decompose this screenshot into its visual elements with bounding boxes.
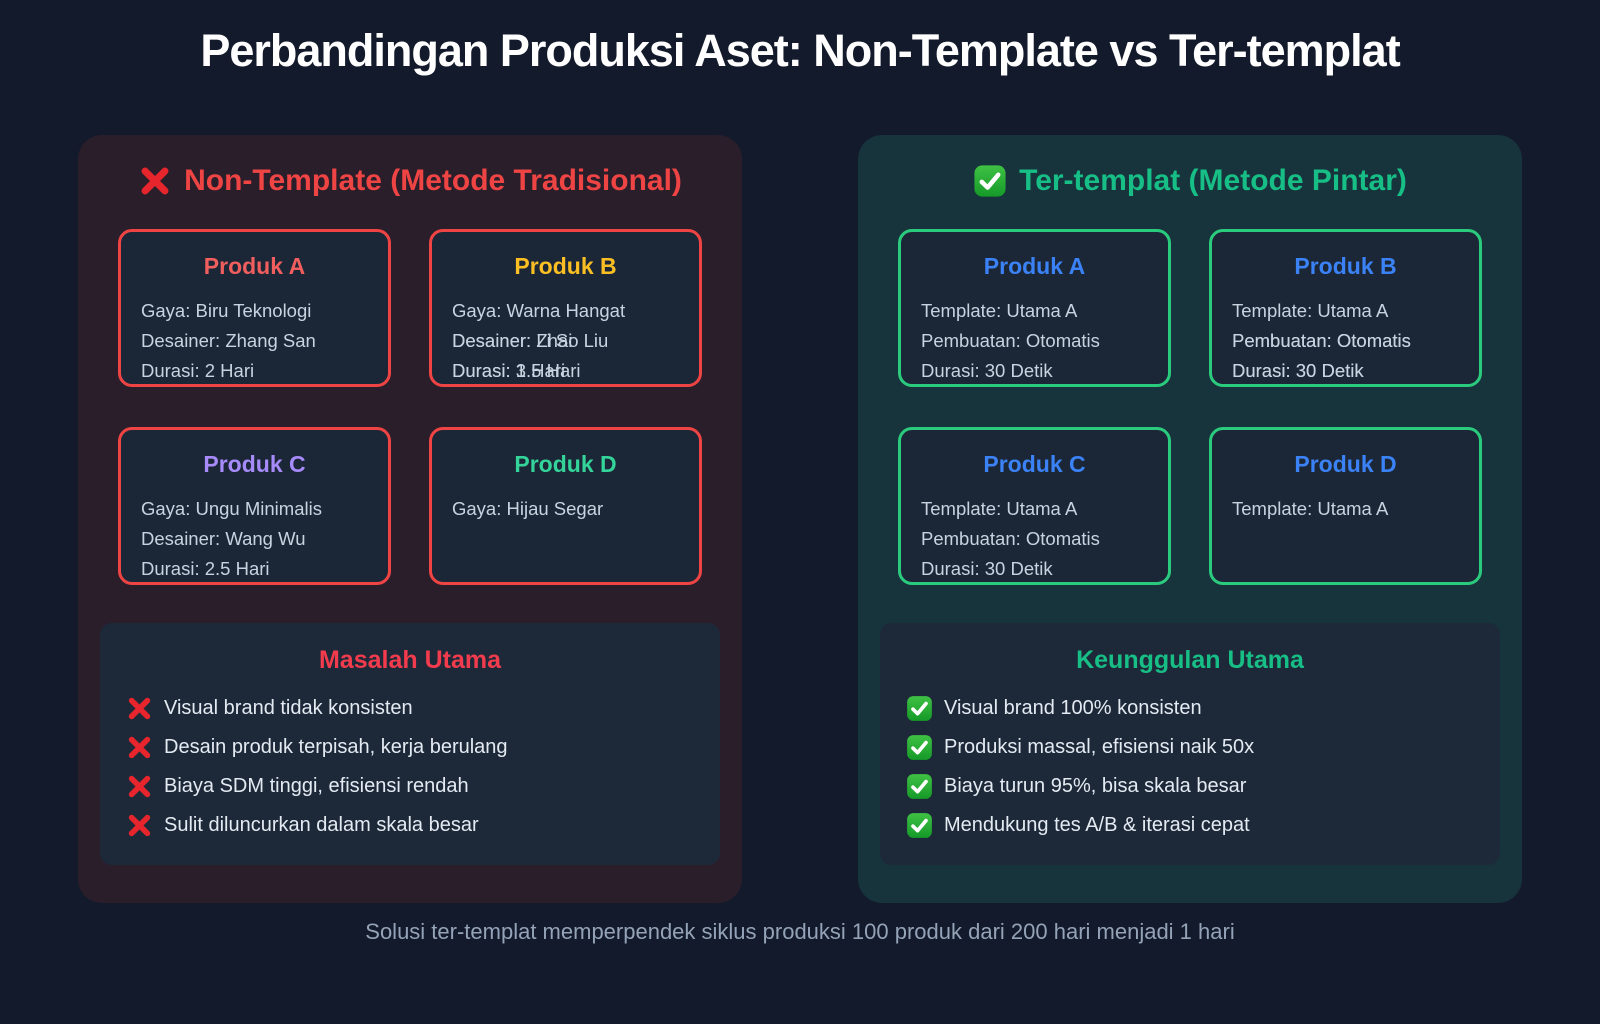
product-attr: Pembuatan: Otomatis (921, 330, 1100, 351)
product-title: Produk B (1294, 253, 1397, 279)
panel-templated-header: Ter-templat (Metode Pintar) (880, 161, 1500, 201)
panel-templated: Ter-templat (Metode Pintar) Produk A Tem… (858, 135, 1522, 903)
problems-title: Masalah Utama (318, 646, 502, 674)
card-produk-c-left: Produk C Gaya: Ungu Minimalis Desainer: … (118, 427, 391, 585)
cross-mark-icon (126, 773, 153, 800)
overlap-over-text: Desainer: Zhao Liu (452, 330, 609, 351)
product-title: Produk D (514, 451, 617, 477)
product-title: Produk A (983, 253, 1086, 279)
overlap-over-text: Durasi: 30 Detik (1232, 360, 1364, 381)
card-produk-a-right: Produk A Template: Utama A Pembuatan: Ot… (898, 229, 1171, 387)
product-attr: Desainer: Zhang San (141, 330, 316, 351)
panel-non-template: Non-Template (Metode Tradisional) Produk… (78, 135, 742, 903)
product-attr: Durasi: 2.5 Hari (141, 558, 270, 579)
product-attr-overlapping: Desainer: Li Si Desainer: Zhao Liu (452, 326, 679, 356)
cross-mark-icon (138, 164, 172, 198)
card-produk-c-right: Produk C Template: Utama A Pembuatan: Ot… (898, 427, 1171, 585)
product-attr: Template: Utama A (1232, 300, 1389, 321)
card-produk-a-left: Produk A Gaya: Biru Teknologi Desainer: … (118, 229, 391, 387)
advantages-box: Keunggulan Utama Visual brand 100% konsi… (880, 623, 1500, 865)
advantage-text: Produksi massal, efisiensi naik 50x (944, 736, 1255, 758)
problem-text: Sulit diluncurkan dalam skala besar (164, 814, 479, 836)
overlap-under-text: Pembuatan: Otomatis (1232, 330, 1411, 351)
panel-non-template-title: Non-Template (Metode Tradisional) (184, 164, 682, 197)
problem-item: Biaya SDM tinggi, efisiensi rendah (126, 767, 694, 806)
problem-item: Visual brand tidak konsisten (126, 689, 694, 728)
panel-templated-title: Ter-templat (Metode Pintar) (1019, 164, 1407, 197)
check-mark-icon (973, 164, 1007, 198)
product-attr: Desainer: Wang Wu (141, 528, 306, 549)
card-produk-d-right: Produk D Template: Utama A (1209, 427, 1482, 585)
advantage-item: Biaya turun 95%, bisa skala besar (906, 767, 1474, 806)
check-mark-icon (906, 812, 933, 839)
problem-item: Desain produk terpisah, kerja berulang (126, 728, 694, 767)
overlap-over-text: Durasi: 3.5 Hari (452, 360, 581, 381)
product-title: Produk B (514, 253, 617, 279)
overlap-under-text: Durasi: 1 Hari (452, 360, 566, 381)
non-template-cards: Produk A Gaya: Biru Teknologi Desainer: … (118, 229, 702, 585)
page-title: Perbandingan Produksi Aset: Non-Template… (200, 25, 1400, 76)
product-attr-overlapping: Durasi: 30 Detik Durasi: 30 Detik (1232, 356, 1459, 386)
product-attr: Template: Utama A (1232, 498, 1389, 519)
product-attr: Gaya: Warna Hangat (452, 300, 626, 321)
card-produk-b-right: Produk B Template: Utama A Pembuatan: Ot… (1209, 229, 1482, 387)
product-attr-overlapping: Pembuatan: Otomatis Pembuatan: Otomatis (1232, 326, 1459, 356)
check-mark-icon (906, 773, 933, 800)
advantage-text: Biaya turun 95%, bisa skala besar (944, 775, 1247, 797)
product-attr: Durasi: 30 Detik (921, 558, 1053, 579)
product-attr: Gaya: Ungu Minimalis (141, 498, 322, 519)
product-title: Produk D (1294, 451, 1397, 477)
product-title: Produk C (983, 451, 1086, 477)
problem-text: Visual brand tidak konsisten (164, 697, 413, 719)
product-title: Produk A (203, 253, 306, 279)
footer-note: Solusi ter-templat memperpendek siklus p… (365, 919, 1235, 944)
problem-text: Desain produk terpisah, kerja berulang (164, 736, 508, 758)
product-attr: Template: Utama A (921, 300, 1078, 321)
product-attr: Gaya: Biru Teknologi (141, 300, 312, 321)
problem-item: Sulit diluncurkan dalam skala besar (126, 806, 694, 845)
product-attr: Template: Utama A (921, 498, 1078, 519)
check-mark-icon (906, 695, 933, 722)
product-title: Produk C (203, 451, 306, 477)
panel-non-template-header: Non-Template (Metode Tradisional) (100, 161, 720, 201)
advantage-item: Visual brand 100% konsisten (906, 689, 1474, 728)
card-produk-d-left: Produk D Gaya: Hijau Segar (429, 427, 702, 585)
cross-mark-icon (126, 734, 153, 761)
advantage-item: Produksi massal, efisiensi naik 50x (906, 728, 1474, 767)
overlap-under-text: Durasi: 30 Detik (1232, 360, 1364, 381)
panels-row: Non-Template (Metode Tradisional) Produk… (0, 135, 1600, 903)
templated-cards: Produk A Template: Utama A Pembuatan: Ot… (898, 229, 1482, 585)
product-attr-overlapping: Durasi: 1 Hari Durasi: 3.5 Hari (452, 356, 679, 386)
advantage-item: Mendukung tes A/B & iterasi cepat (906, 806, 1474, 845)
comparison-infographic: Perbandingan Produksi Aset: Non-Template… (0, 24, 1600, 1024)
check-mark-icon (906, 734, 933, 761)
product-attr: Durasi: 2 Hari (141, 360, 255, 381)
card-produk-b-left: Produk B Gaya: Warna Hangat Desainer: Li… (429, 229, 702, 387)
product-attr: Durasi: 30 Detik (921, 360, 1053, 381)
product-attr: Gaya: Hijau Segar (452, 498, 604, 519)
advantage-text: Mendukung tes A/B & iterasi cepat (944, 814, 1250, 836)
overlap-over-text: Pembuatan: Otomatis (1232, 330, 1411, 351)
advantage-text: Visual brand 100% konsisten (944, 697, 1202, 719)
problem-text: Biaya SDM tinggi, efisiensi rendah (164, 775, 469, 797)
cross-mark-icon (126, 812, 153, 839)
overlap-under-text: Desainer: Li Si (452, 330, 573, 351)
product-attr: Pembuatan: Otomatis (921, 528, 1100, 549)
cross-mark-icon (126, 695, 153, 722)
advantages-title: Keunggulan Utama (1076, 646, 1304, 674)
problems-box: Masalah Utama Visual brand tidak konsist… (100, 623, 720, 865)
